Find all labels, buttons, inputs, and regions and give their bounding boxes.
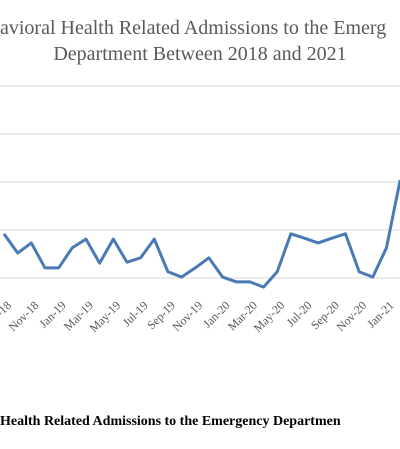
x-tick-label: May-19 [87,298,124,335]
x-tick-label: Nov-18 [6,298,42,334]
data-line [2,179,400,289]
x-tick-label: Jan-21 [364,298,397,331]
x-tick-label: Nov-19 [170,298,206,334]
chart-subtitle: Department Between 2018 and 2021 [53,43,346,65]
x-tick-label: Nov-20 [333,298,369,334]
chart-title: avioral Health Related Admissions to the… [0,17,386,39]
caption: Health Related Admissions to the Emergen… [0,414,341,429]
x-tick-label: May-20 [251,298,288,335]
